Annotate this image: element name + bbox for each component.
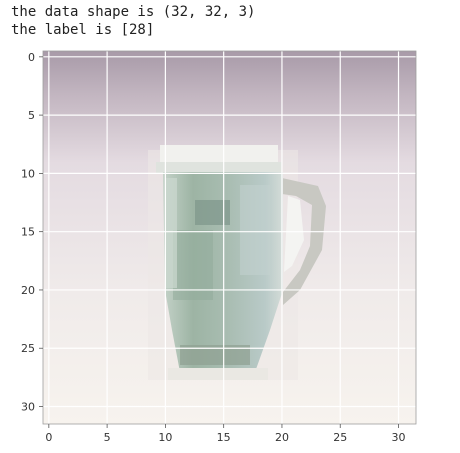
y-tick-label: 10 (21, 167, 35, 180)
grid-lines (43, 51, 416, 424)
x-tick-label: 5 (104, 431, 111, 444)
output-shape-text: the data shape is (32, 32, 3) (11, 4, 256, 20)
y-tick-label: 30 (21, 401, 35, 414)
plot-frame (42, 50, 417, 425)
x-tick-label: 10 (158, 431, 172, 444)
cup-image (43, 51, 416, 424)
y-tick-label: 15 (21, 226, 35, 239)
x-axis: 0 5 10 15 20 25 30 (45, 424, 406, 444)
x-tick-label: 20 (275, 431, 289, 444)
y-tick-label: 5 (28, 109, 35, 122)
y-tick-label: 20 (21, 284, 35, 297)
output-label-text: the label is [28] (11, 22, 155, 38)
x-tick-label: 0 (45, 431, 52, 444)
x-tick-label: 15 (217, 431, 231, 444)
y-tick-label: 25 (21, 342, 35, 355)
y-axis: 0 5 10 15 20 25 30 (21, 51, 43, 414)
y-tick-label: 0 (28, 51, 35, 64)
x-tick-label: 30 (392, 431, 406, 444)
x-tick-label: 25 (333, 431, 347, 444)
